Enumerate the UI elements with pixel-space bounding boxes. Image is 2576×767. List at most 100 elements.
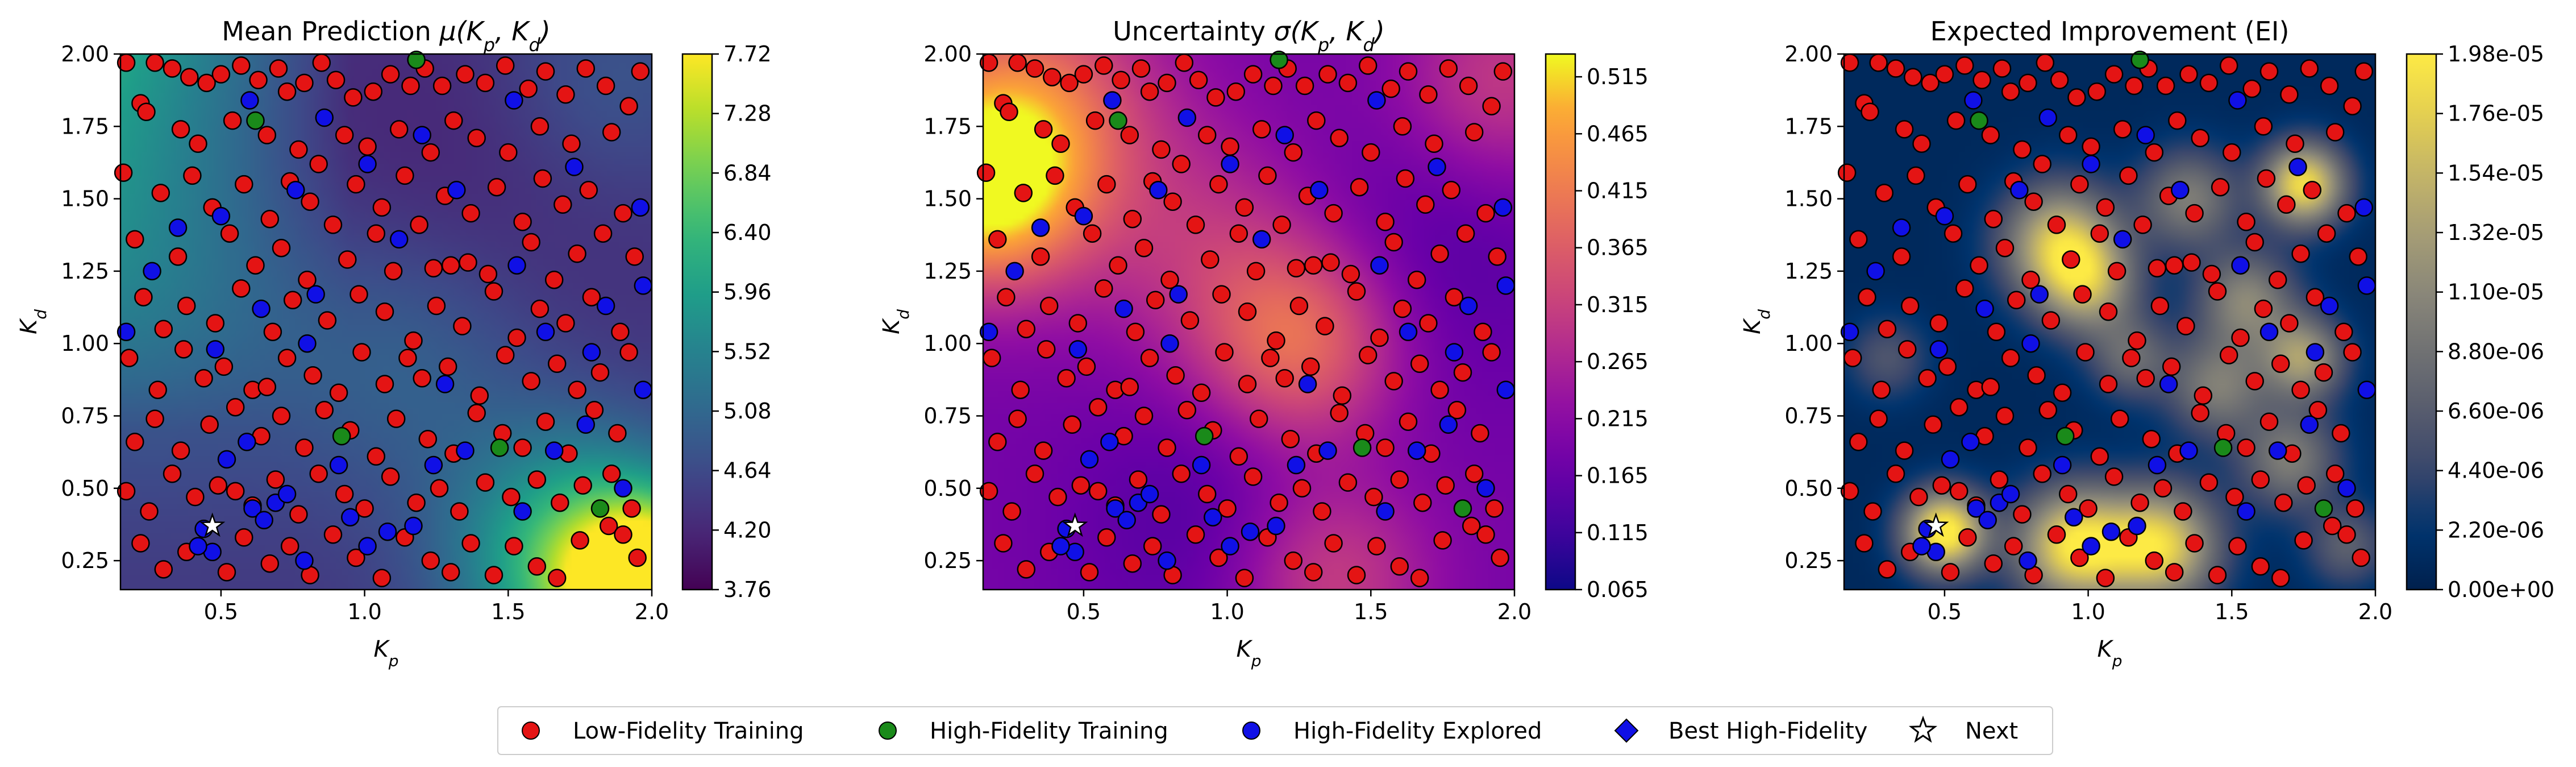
legend-marker-low-fidelity xyxy=(522,722,540,740)
point-low-fidelity xyxy=(2099,302,2118,321)
colorbar-tick-label: 0.265 xyxy=(1587,349,1649,374)
point-low-fidelity xyxy=(1120,378,1139,396)
point-low-fidelity xyxy=(628,548,647,567)
point-low-fidelity xyxy=(2082,137,2100,156)
point-low-fidelity xyxy=(1849,230,1868,249)
point-high-fidelity-explored xyxy=(1192,455,1211,475)
point-low-fidelity xyxy=(2297,476,2316,495)
point-high-fidelity-explored xyxy=(2231,256,2250,275)
point-low-fidelity xyxy=(1992,59,2012,78)
point-low-fidelity xyxy=(2050,71,2069,90)
point-high-fidelity-training xyxy=(407,50,426,69)
y-axis-label: Kd xyxy=(879,309,913,334)
point-low-fidelity xyxy=(1284,551,1303,570)
point-low-fidelity xyxy=(1095,56,1113,75)
point-low-fidelity xyxy=(2185,534,2204,553)
point-low-fidelity xyxy=(114,163,133,183)
colorbar-tick-label: 8.80e-06 xyxy=(2448,339,2544,364)
point-high-fidelity-explored xyxy=(189,537,207,555)
point-low-fidelity xyxy=(619,343,638,362)
point-low-fidelity xyxy=(186,487,205,507)
point-low-fidelity xyxy=(1855,534,1874,553)
point-high-fidelity-explored xyxy=(389,230,409,249)
point-low-fidelity xyxy=(220,224,239,243)
y-tick-label: 0.25 xyxy=(1784,548,1833,573)
point-low-fidelity xyxy=(367,447,386,466)
colorbar-tick-label: 6.40 xyxy=(723,220,772,245)
point-low-fidelity xyxy=(1459,76,1478,96)
point-low-fidelity xyxy=(988,433,1007,451)
point-low-fidelity xyxy=(2314,363,2333,382)
point-low-fidelity xyxy=(614,525,632,544)
point-low-fidelity xyxy=(1008,53,1027,72)
point-low-fidelity xyxy=(2001,349,2020,367)
point-high-fidelity-explored xyxy=(1376,502,1395,521)
point-low-fidelity xyxy=(260,554,280,573)
point-high-fidelity-explored xyxy=(1031,218,1050,237)
point-low-fidelity xyxy=(1097,528,1116,547)
point-low-fidelity xyxy=(2062,250,2080,269)
point-low-fidelity xyxy=(347,175,365,194)
point-low-fidelity xyxy=(183,166,202,185)
point-high-fidelity-explored xyxy=(1445,343,1464,362)
point-low-fidelity xyxy=(1912,134,1931,154)
point-low-fidelity xyxy=(2280,85,2299,104)
point-high-fidelity-explored xyxy=(2306,343,2325,362)
legend-label-high-fidelity-training: High-Fidelity Training xyxy=(930,718,1168,744)
point-low-fidelity xyxy=(148,380,167,399)
point-high-fidelity-training xyxy=(2314,499,2333,518)
point-low-fidelity xyxy=(1246,262,1266,281)
point-low-fidelity xyxy=(976,163,996,183)
point-high-fidelity-explored xyxy=(2019,551,2037,570)
point-low-fidelity xyxy=(2291,244,2310,263)
point-low-fidelity xyxy=(2096,198,2115,217)
point-low-fidelity xyxy=(1043,68,1062,86)
point-low-fidelity xyxy=(2019,73,2037,93)
point-low-fidelity xyxy=(2237,438,2255,457)
point-low-fidelity xyxy=(1175,53,1194,72)
point-low-fidelity xyxy=(421,551,440,570)
point-low-fidelity xyxy=(1464,465,1484,483)
point-low-fidelity xyxy=(625,247,644,266)
point-low-fidelity xyxy=(2303,181,2322,200)
colorbar-tick-label: 7.72 xyxy=(723,42,772,67)
point-low-fidelity xyxy=(1990,470,2009,489)
point-low-fidelity xyxy=(519,79,538,98)
point-low-fidelity xyxy=(1941,563,1960,582)
y-tick-label: 0.75 xyxy=(1784,403,1833,428)
point-low-fidelity xyxy=(2033,465,2051,483)
colorbar-tick-label: 5.52 xyxy=(723,339,772,364)
point-low-fidelity xyxy=(1134,238,1154,258)
x-tick-label: 2.0 xyxy=(2358,599,2392,624)
point-low-fidelity xyxy=(358,137,377,156)
point-low-fidelity xyxy=(2013,140,2032,159)
colorbar-tick-label: 5.08 xyxy=(723,399,772,424)
point-low-fidelity xyxy=(1197,126,1217,144)
point-low-fidelity xyxy=(1396,169,1415,188)
point-low-fidelity xyxy=(1243,467,1263,486)
point-low-fidelity xyxy=(2300,59,2319,78)
point-low-fidelity xyxy=(2219,346,2238,364)
point-low-fidelity xyxy=(1215,343,1234,362)
point-low-fidelity xyxy=(571,531,589,550)
y-tick-label: 0.75 xyxy=(923,403,972,428)
point-low-fidelity xyxy=(1900,296,1920,316)
point-low-fidelity xyxy=(347,548,365,567)
point-low-fidelity xyxy=(1209,175,1228,194)
point-low-fidelity xyxy=(1376,213,1395,231)
point-low-fidelity xyxy=(2033,155,2051,173)
point-high-fidelity-explored xyxy=(1005,262,1024,281)
point-high-fidelity-explored xyxy=(1399,322,1418,342)
point-low-fidelity xyxy=(2208,566,2227,584)
point-high-fidelity-explored xyxy=(2001,484,2020,504)
point-high-fidelity-explored xyxy=(238,433,256,451)
point-low-fidelity xyxy=(631,62,650,81)
point-low-fidelity xyxy=(544,270,564,289)
point-low-fidelity xyxy=(1158,438,1176,457)
point-low-fidelity xyxy=(2079,499,2098,518)
point-low-fidelity xyxy=(530,299,550,318)
point-low-fidelity xyxy=(1281,429,1300,449)
point-low-fidelity xyxy=(576,59,596,78)
point-high-fidelity-explored xyxy=(1252,230,1271,249)
point-low-fidelity xyxy=(1433,531,1452,550)
